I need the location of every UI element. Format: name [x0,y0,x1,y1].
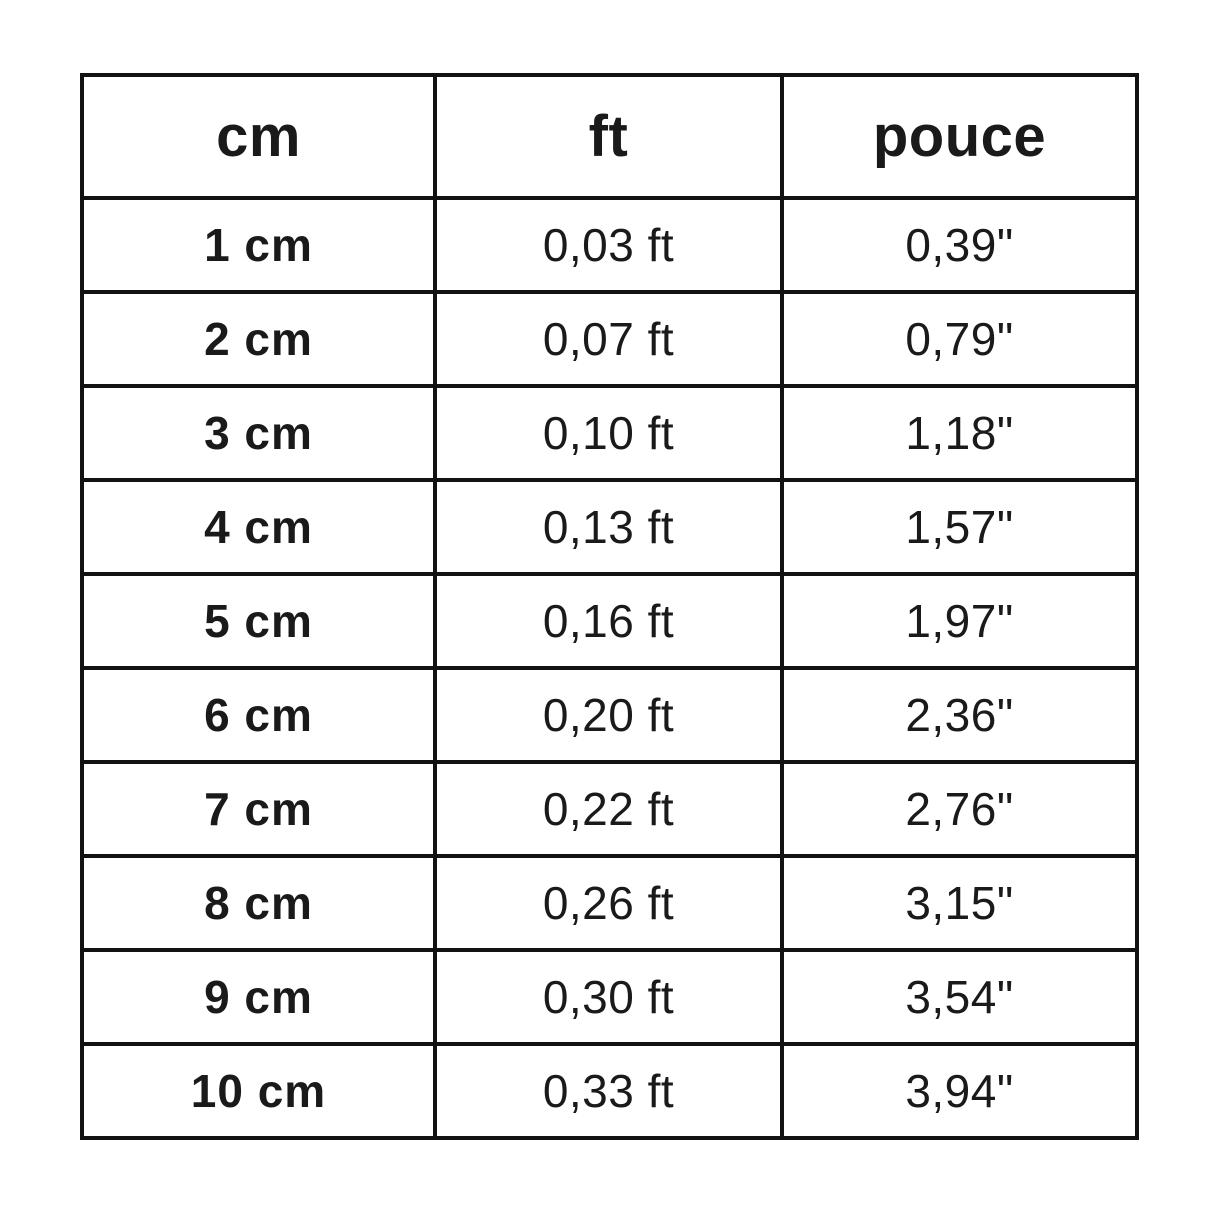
cell-pouce: 2,76" [780,760,1139,858]
cell-cm: 2 cm [80,290,437,388]
cell-cm: 4 cm [80,478,437,576]
cell-ft: 0,33 ft [433,1042,784,1140]
cell-pouce: 2,36" [780,666,1139,764]
cell-cm: 10 cm [80,1042,437,1140]
cell-pouce: 3,94" [780,1042,1139,1140]
cell-pouce: 1,97" [780,572,1139,670]
cell-pouce: 0,39" [780,196,1139,294]
cell-ft: 0,03 ft [433,196,784,294]
cell-ft: 0,30 ft [433,948,784,1046]
cell-ft: 0,22 ft [433,760,784,858]
table-row: 2 cm 0,07 ft 0,79" [80,290,1139,388]
table-row: 1 cm 0,03 ft 0,39" [80,196,1139,294]
cell-cm: 6 cm [80,666,437,764]
table-row: 10 cm 0,33 ft 3,94" [80,1042,1139,1140]
table-row: 9 cm 0,30 ft 3,54" [80,948,1139,1046]
cell-pouce: 0,79" [780,290,1139,388]
conversion-table: cm ft pouce 1 cm 0,03 ft 0,39" 2 cm 0,07… [80,73,1139,1140]
table-row: 8 cm 0,26 ft 3,15" [80,854,1139,952]
cell-cm: 9 cm [80,948,437,1046]
header-ft: ft [433,73,784,200]
cell-pouce: 1,18" [780,384,1139,482]
cm-ft-pouce-table: cm ft pouce 1 cm 0,03 ft 0,39" 2 cm 0,07… [80,73,1139,1140]
cell-ft: 0,26 ft [433,854,784,952]
cell-ft: 0,20 ft [433,666,784,764]
table-row: 4 cm 0,13 ft 1,57" [80,478,1139,576]
cell-pouce: 3,54" [780,948,1139,1046]
cell-ft: 0,07 ft [433,290,784,388]
header-pouce: pouce [780,73,1139,200]
cell-cm: 3 cm [80,384,437,482]
table-row: 5 cm 0,16 ft 1,97" [80,572,1139,670]
cell-ft: 0,16 ft [433,572,784,670]
table-row: 3 cm 0,10 ft 1,18" [80,384,1139,482]
cell-ft: 0,10 ft [433,384,784,482]
cell-cm: 5 cm [80,572,437,670]
table-row: 6 cm 0,20 ft 2,36" [80,666,1139,764]
cell-ft: 0,13 ft [433,478,784,576]
table-header-row: cm ft pouce [80,73,1139,200]
cell-pouce: 1,57" [780,478,1139,576]
table-row: 7 cm 0,22 ft 2,76" [80,760,1139,858]
cell-cm: 7 cm [80,760,437,858]
cell-cm: 8 cm [80,854,437,952]
cell-pouce: 3,15" [780,854,1139,952]
header-cm: cm [80,73,437,200]
cell-cm: 1 cm [80,196,437,294]
